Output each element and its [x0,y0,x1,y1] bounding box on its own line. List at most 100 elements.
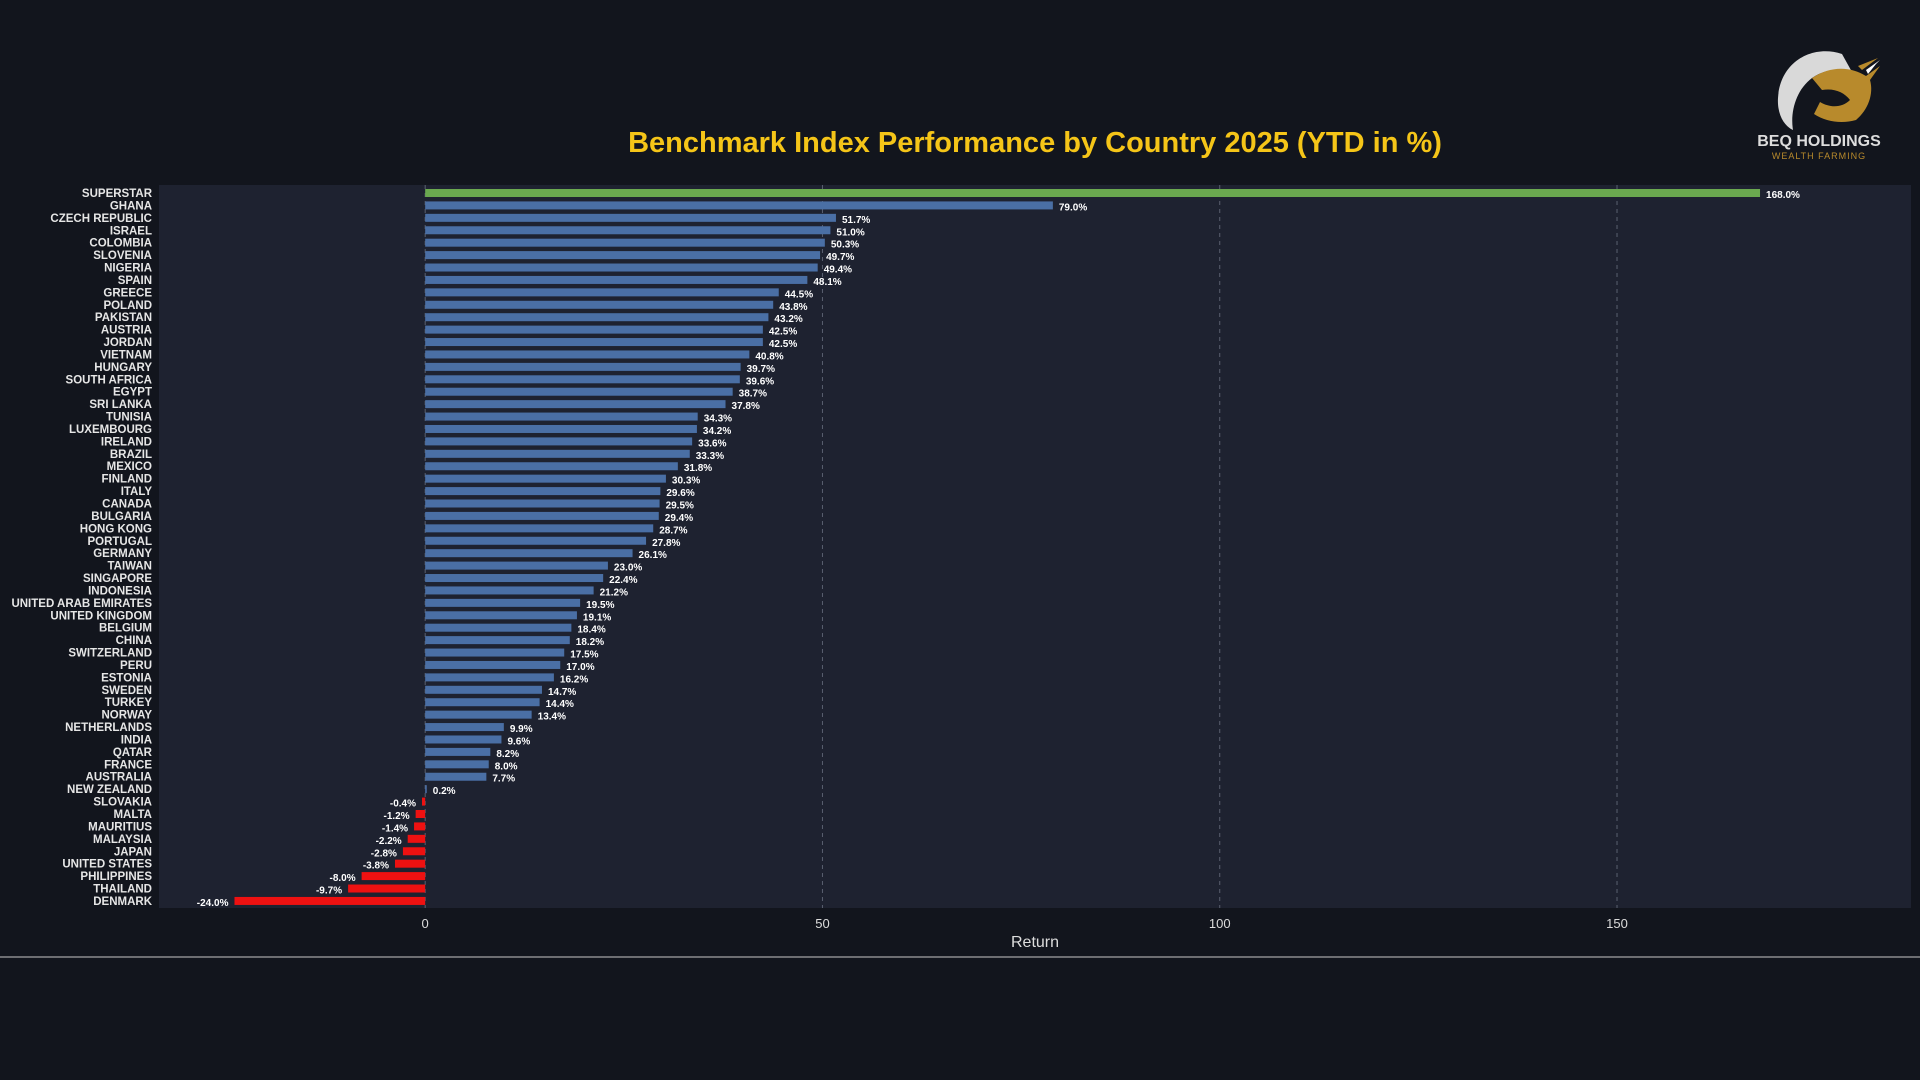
category-label: TAIWAN [107,561,152,573]
chart-title: Benchmark Index Performance by Country 2… [628,127,1442,159]
bar [425,772,487,781]
value-label: -2.8% [371,848,397,859]
value-label: 79.0% [1059,202,1087,213]
category-label: MAURITIUS [88,821,152,833]
category-label: POLAND [103,300,152,312]
bar [425,710,532,719]
value-label: 27.8% [652,538,680,549]
bar [425,424,697,433]
value-label: 21.2% [600,587,628,598]
bar [425,325,763,334]
category-label: SPAIN [118,275,152,287]
bar [425,698,540,707]
value-label: 42.5% [769,327,797,338]
value-label: -1.2% [384,811,410,822]
value-label: 33.6% [698,438,726,449]
value-label: 49.7% [826,252,854,263]
x-tick-label: 0 [422,916,429,931]
value-label: 37.8% [732,401,760,412]
category-label: GERMANY [93,548,152,560]
value-label: 18.2% [576,637,604,648]
value-labels: 168.0% 79.0% 51.7%51.0% 50.3%49.7% 49.4%48.1… [197,190,1800,909]
value-label: 40.8% [755,351,783,362]
value-label: -24.0% [197,898,229,909]
category-label: PAKISTAN [95,312,152,324]
category-label: GREECE [103,287,152,299]
bar [425,660,561,669]
bar [425,586,594,595]
bar [425,487,661,496]
category-label: FINLAND [102,474,152,486]
brand-logo: BEQ HOLDINGS WEALTH FARMING [1757,51,1881,161]
category-label: EGYPT [113,387,152,399]
bar [421,797,426,806]
bar [425,251,821,260]
bar [425,648,565,657]
category-label: TURKEY [105,697,153,709]
category-label: AUSTRIA [101,325,152,337]
category-label: NORWAY [102,710,153,722]
unicorn-logo-icon [1777,51,1880,130]
value-label: 16.2% [560,674,588,685]
bar [425,598,581,607]
value-label: 43.2% [774,314,802,325]
category-label: SUPERSTAR [82,188,153,200]
plot-area [159,185,1911,908]
bar [425,437,693,446]
value-label: 29.4% [665,513,693,524]
category-label: VIETNAM [100,349,152,361]
category-label: NIGERIA [104,263,152,275]
bar [425,313,769,322]
category-label: ISRAEL [110,225,152,237]
category-label: AUSTRALIA [86,772,152,784]
value-label: 33.3% [696,451,724,462]
category-label: HONG KONG [80,523,152,535]
value-label: -9.7% [316,886,342,897]
category-label: QATAR [113,747,153,759]
value-label: 43.8% [779,302,807,313]
category-label: SWITZERLAND [68,648,152,660]
value-label: -0.4% [390,799,416,810]
bar [425,549,633,558]
value-label: 168.0% [1766,190,1800,201]
category-label: DENMARK [93,896,152,908]
category-label: CANADA [102,499,152,511]
category-label: SRI LANKA [89,399,152,411]
value-label: -1.4% [382,823,408,834]
category-label: SOUTH AFRICA [66,374,152,386]
bar [414,822,426,831]
bar [425,189,1761,197]
category-label: BRAZIL [110,449,152,461]
value-label: 0.2% [433,786,456,797]
bar [425,350,750,359]
category-label: UNITED STATES [62,859,152,871]
bar [425,213,836,222]
category-label: SINGAPORE [83,573,152,585]
value-label: 34.2% [703,426,731,437]
category-label: UNITED ARAB EMIRATES [11,598,152,610]
value-label: 28.7% [659,525,687,536]
value-label: 18.4% [577,625,605,636]
category-label: JORDAN [103,337,152,349]
category-label: MALAYSIA [93,834,152,846]
value-label: 34.3% [704,414,732,425]
bar [425,574,604,583]
bar [425,338,763,347]
category-label: INDONESIA [88,585,152,597]
value-label: 26.1% [639,550,667,561]
category-label: FRANCE [104,759,152,771]
category-label: CZECH REPUBLIC [50,213,152,225]
category-label: NEW ZEALAND [67,784,152,796]
value-label: 39.7% [747,364,775,375]
bar [425,636,570,645]
value-label: 30.3% [672,476,700,487]
bar [425,760,489,769]
value-label: -8.0% [329,873,355,884]
bar [425,561,608,570]
bar [425,524,654,533]
bar [415,810,426,818]
category-label: COLOMBIA [89,238,152,250]
category-label: TUNISIA [106,412,152,424]
